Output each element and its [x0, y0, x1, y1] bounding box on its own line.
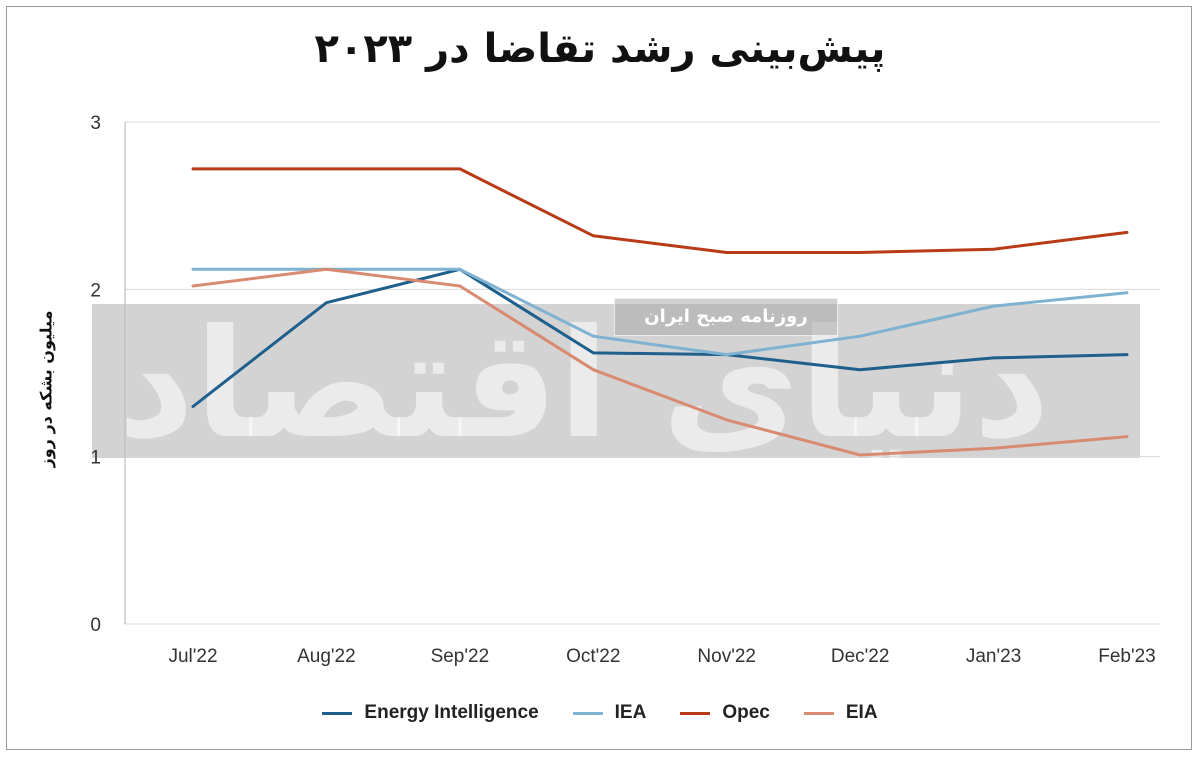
x-tick-label: Feb'23: [1098, 646, 1156, 667]
series-line-iea: [191, 267, 1129, 357]
legend-swatch: [572, 711, 603, 715]
x-ticks: Jul'22 Aug'22 Sep'22 Oct'22 Nov'22 Dec'22 Jan'…: [168, 646, 1155, 667]
y-tick-label: 1: [90, 448, 101, 469]
legend-item: EIA: [803, 702, 878, 724]
series-lines: [191, 167, 1129, 457]
y-tick-label: 3: [90, 113, 101, 134]
legend-label: IEA: [614, 702, 647, 723]
legend-swatch: [322, 711, 353, 715]
y-tick-label: 0: [90, 615, 101, 636]
x-tick-label: Sep'22: [431, 646, 490, 667]
series-line-energy-intelligence: [191, 267, 1129, 408]
x-tick-label: Aug'22: [297, 646, 356, 667]
legend-swatch: [680, 711, 711, 715]
chart-title: پیش‌بینی رشد تقاضا در ۲۰۲۳: [314, 26, 886, 72]
legend-item: IEA: [572, 702, 647, 724]
series-line-eia: [191, 267, 1129, 457]
x-tick-label: Jan'23: [966, 646, 1021, 667]
x-tick-label: Dec'22: [831, 646, 890, 667]
x-tick-label: Nov'22: [697, 646, 756, 667]
grid: [125, 121, 1160, 625]
legend: Energy Intelligence IEA Opec EIA: [0, 702, 1200, 724]
watermark-tag: روزنامه صبح ایران: [614, 298, 838, 336]
legend-label: Energy Intelligence: [364, 702, 539, 723]
chart-frame: [6, 6, 1192, 750]
x-tick-label: Oct'22: [566, 646, 620, 667]
y-ticks: 0 1 2 3: [90, 113, 101, 636]
legend-item: Energy Intelligence: [322, 702, 539, 724]
series-line-opec: [191, 167, 1129, 254]
legend-label: EIA: [845, 702, 878, 723]
x-tick-label: Jul'22: [168, 646, 217, 667]
legend-item: Opec: [680, 702, 770, 724]
legend-swatch: [803, 711, 834, 715]
legend-label: Opec: [722, 702, 770, 723]
y-tick-label: 2: [90, 280, 101, 301]
